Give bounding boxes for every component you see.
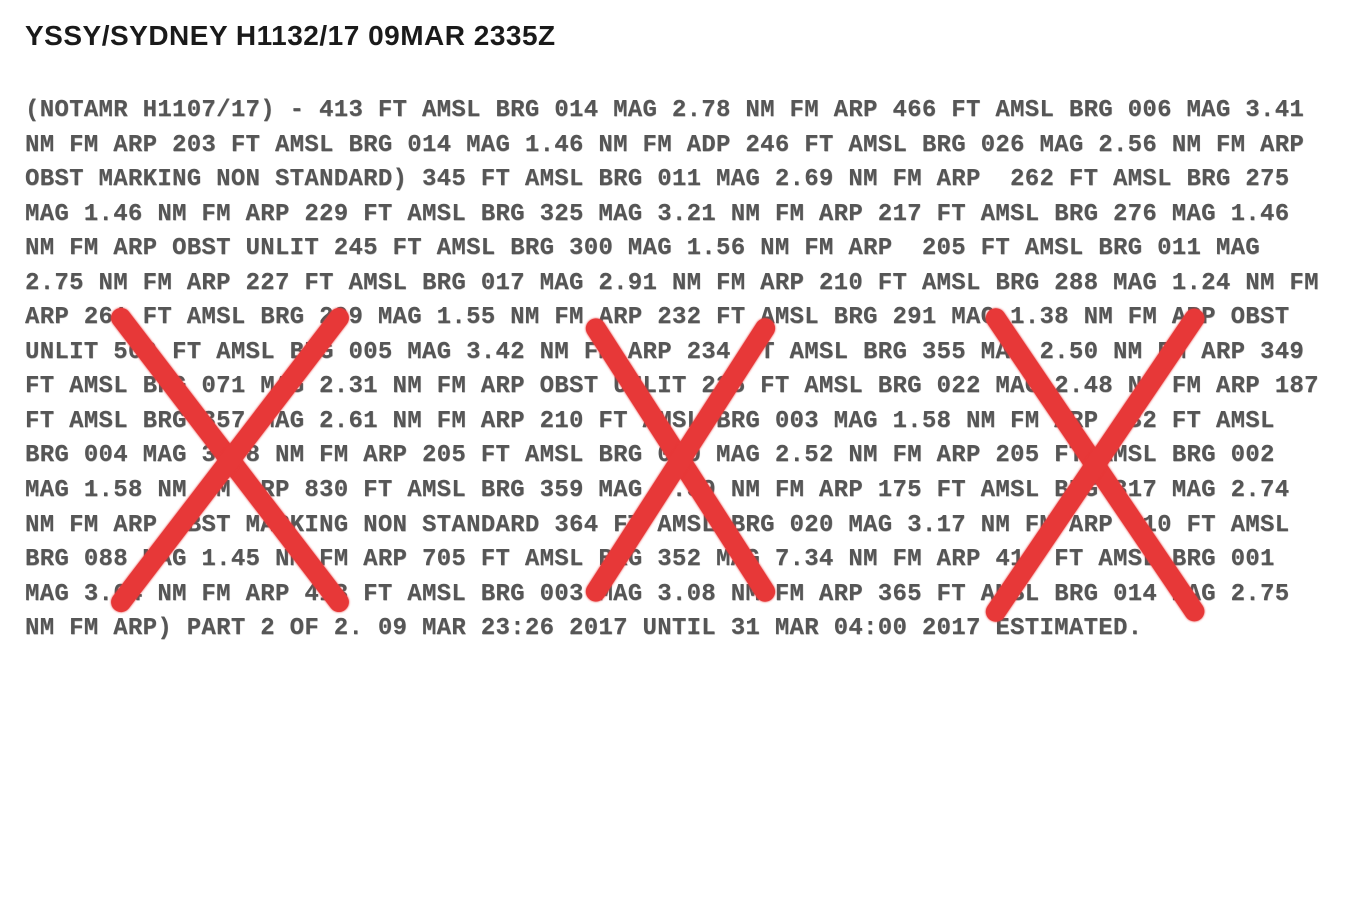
notam-body-text: (NOTAMR H1107/17) - 413 FT AMSL BRG 014 …: [25, 94, 1327, 647]
notam-header: YSSY/SYDNEY H1132/17 09MAR 2335Z: [25, 20, 1327, 52]
